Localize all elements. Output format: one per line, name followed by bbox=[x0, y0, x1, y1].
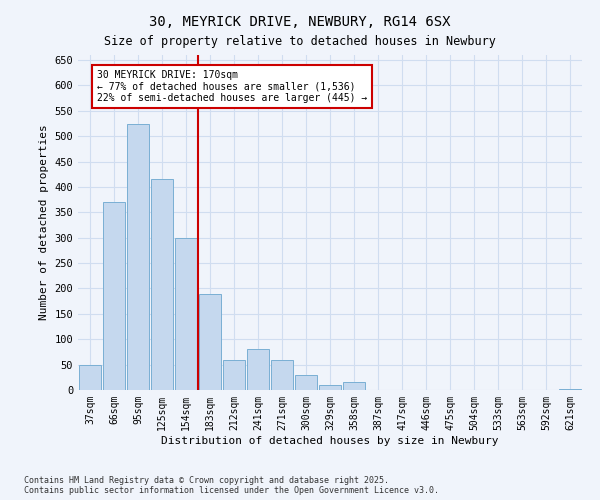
Bar bbox=[343, 382, 365, 390]
Bar bbox=[559, 389, 581, 390]
Text: Contains HM Land Registry data © Crown copyright and database right 2025.
Contai: Contains HM Land Registry data © Crown c… bbox=[24, 476, 439, 495]
Text: Size of property relative to detached houses in Newbury: Size of property relative to detached ho… bbox=[104, 35, 496, 48]
Bar bbox=[271, 360, 293, 390]
Bar bbox=[199, 294, 221, 390]
Text: 30 MEYRICK DRIVE: 170sqm
← 77% of detached houses are smaller (1,536)
22% of sem: 30 MEYRICK DRIVE: 170sqm ← 77% of detach… bbox=[97, 70, 367, 103]
Bar bbox=[175, 238, 197, 390]
Text: 30, MEYRICK DRIVE, NEWBURY, RG14 6SX: 30, MEYRICK DRIVE, NEWBURY, RG14 6SX bbox=[149, 15, 451, 29]
Bar bbox=[127, 124, 149, 390]
Bar bbox=[103, 202, 125, 390]
X-axis label: Distribution of detached houses by size in Newbury: Distribution of detached houses by size … bbox=[161, 436, 499, 446]
Bar bbox=[247, 350, 269, 390]
Bar bbox=[319, 385, 341, 390]
Bar bbox=[79, 364, 101, 390]
Bar bbox=[295, 375, 317, 390]
Bar bbox=[223, 360, 245, 390]
Y-axis label: Number of detached properties: Number of detached properties bbox=[39, 124, 49, 320]
Bar bbox=[151, 180, 173, 390]
